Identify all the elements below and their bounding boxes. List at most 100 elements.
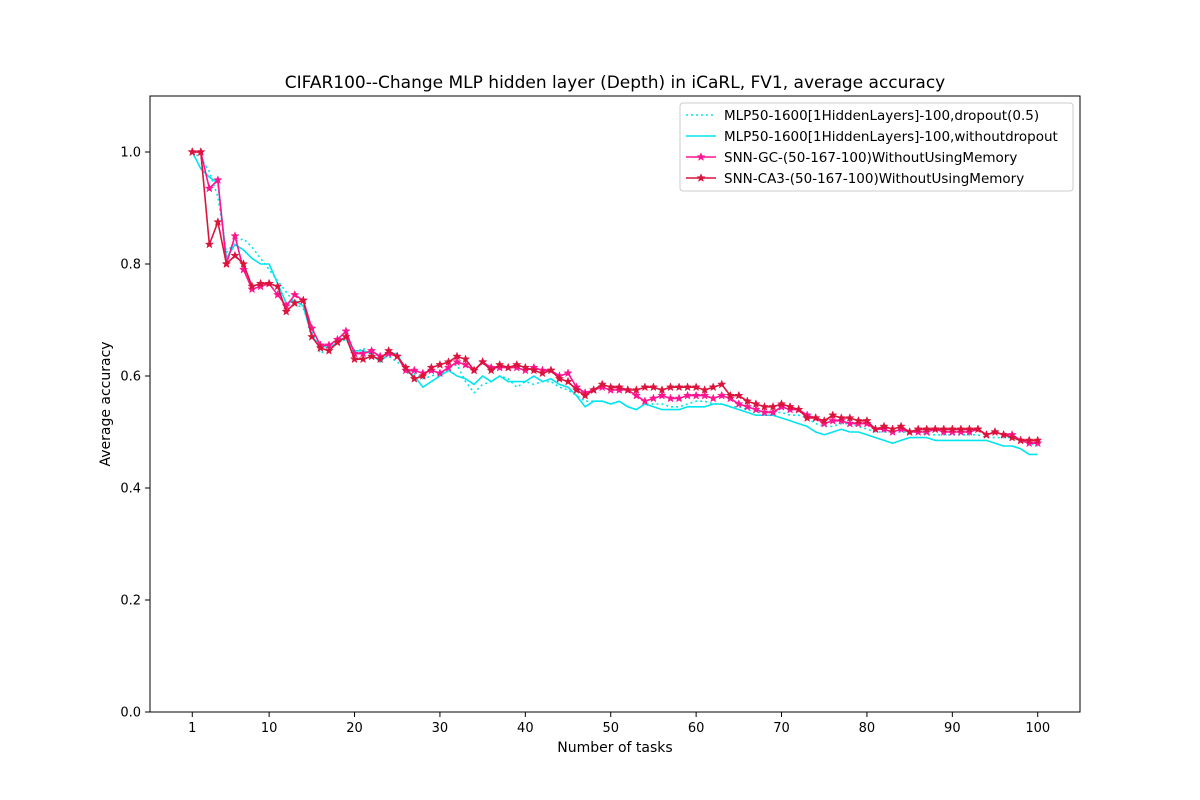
x-tick-label: 70 — [773, 721, 790, 736]
series-4-point — [691, 382, 701, 392]
series-3-point — [691, 390, 701, 400]
series-3-point — [725, 393, 735, 403]
series-4-point — [349, 354, 360, 364]
x-tick-label: 60 — [688, 721, 705, 736]
legend-box — [679, 102, 1074, 192]
series-3-point — [674, 393, 684, 403]
series-3-point — [443, 362, 454, 372]
plot-lines — [187, 147, 1043, 456]
series-4-point — [563, 376, 573, 386]
series-4-point — [264, 278, 274, 288]
series-4-point — [828, 410, 838, 420]
series-3-point — [657, 390, 667, 400]
series-4-point — [247, 281, 257, 291]
series-4-point — [315, 343, 326, 352]
series-3-point — [452, 357, 462, 366]
series-4-point — [742, 396, 753, 406]
legend-label-2: MLP50-1600[1HiddenLayers]-100,withoutdro… — [724, 129, 1058, 145]
legend-label-3: SNN-GC-(50-167-100)WithoutUsingMemory — [724, 150, 1017, 166]
series-4-point — [213, 217, 223, 226]
series-3-point — [742, 401, 753, 411]
series-3-point — [230, 231, 240, 240]
series-4-point — [512, 359, 522, 369]
series-3-point — [1024, 438, 1034, 448]
series-3-point — [426, 365, 437, 375]
x-tick-label: 30 — [432, 721, 449, 736]
series-4-point — [529, 365, 539, 375]
series-4-point — [964, 424, 975, 434]
series-4-point — [973, 424, 983, 434]
series-4-point — [537, 368, 548, 378]
series-4-point — [324, 345, 334, 355]
series-4-point — [401, 362, 411, 372]
series-4-point — [896, 421, 906, 431]
series-4-point — [845, 413, 855, 422]
series-3-point — [819, 418, 829, 428]
series-4-point — [870, 424, 881, 434]
series-4-point — [238, 259, 249, 268]
legend-label-4: SNN-CA3-(50-167-100)WithoutUsingMemory — [724, 171, 1024, 187]
x-tick-label: 1 — [188, 721, 196, 736]
y-axis: 0.0 0.2 0.4 0.6 0.8 1.0 — [120, 146, 150, 721]
legend-marker-4 — [696, 173, 706, 182]
series-3-point — [836, 415, 846, 425]
series-3-point — [845, 418, 855, 428]
series-4-point — [298, 295, 308, 305]
y-tick-label: 1.0 — [120, 146, 141, 161]
series-4-point — [981, 429, 992, 439]
series-3-point — [648, 393, 659, 403]
series-4-point — [477, 357, 488, 366]
series-3-point — [862, 418, 872, 428]
series-4-point — [546, 365, 556, 375]
series-4-point — [836, 413, 846, 422]
y-tick-label: 0.2 — [120, 594, 141, 609]
series-4-point — [862, 415, 872, 425]
series-4-point — [699, 385, 710, 394]
series-4-point — [580, 390, 590, 400]
series-4-point — [187, 147, 197, 156]
series-4-point — [819, 415, 829, 425]
series-4-point — [990, 427, 1000, 436]
series-4-point — [1015, 435, 1026, 445]
series-4-point — [290, 298, 300, 308]
series-4-point — [811, 413, 821, 422]
series-4-point — [768, 401, 778, 411]
series-4-point — [452, 351, 462, 361]
series-4-point — [460, 354, 471, 364]
legend-marker-3 — [696, 152, 706, 161]
series-3-point — [606, 385, 616, 394]
series-4-point — [1007, 432, 1017, 442]
series-4-point — [230, 250, 240, 260]
series-4-point — [887, 424, 898, 434]
series-3-point — [828, 415, 838, 425]
x-axis: 1 10 20 30 40 50 60 70 80 90 100 — [188, 712, 1050, 736]
series-3-point — [922, 427, 932, 436]
series-4-point — [734, 390, 744, 400]
series-4-point — [674, 382, 684, 392]
series-4-point — [554, 373, 565, 383]
chart-title: CIFAR100--Change MLP hidden layer (Depth… — [285, 73, 946, 93]
x-tick-label: 20 — [346, 721, 363, 736]
series-3-point — [699, 390, 710, 400]
series-4-point — [418, 371, 428, 380]
series-4-point — [879, 421, 889, 431]
y-tick-label: 0.0 — [120, 706, 141, 721]
series-4-point — [759, 401, 770, 411]
series-3-point — [1033, 438, 1043, 448]
series-4-point — [904, 427, 915, 436]
series-4-point — [725, 390, 735, 400]
series-3-point — [717, 390, 727, 400]
series-3-point — [956, 427, 966, 436]
series-4-point — [221, 259, 232, 268]
series-4-point — [307, 331, 317, 341]
y-axis-title: Average accuracy — [98, 341, 114, 466]
series-4-point — [802, 413, 812, 422]
series-4-point — [358, 354, 368, 364]
x-tick-label: 10 — [261, 721, 278, 736]
series-4-point — [717, 379, 727, 389]
series-4-point — [956, 424, 966, 434]
x-tick-label: 100 — [1025, 721, 1050, 736]
series-4-point — [947, 424, 957, 434]
